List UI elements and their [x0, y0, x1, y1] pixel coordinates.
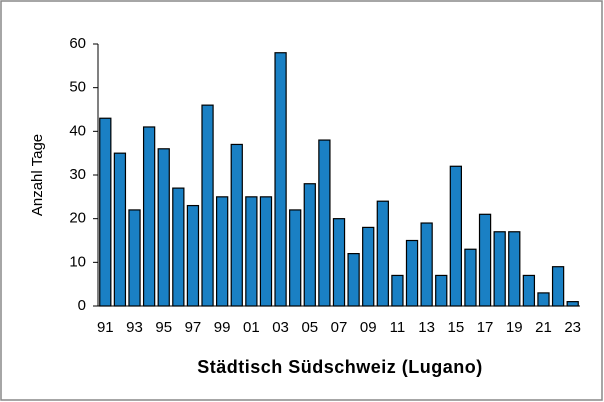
y-tick-label: 30 [69, 166, 86, 183]
x-tick-label: 19 [506, 319, 523, 336]
bar [230, 143, 243, 307]
x-tick-label: 93 [126, 319, 143, 336]
bar [259, 196, 273, 307]
bar [420, 222, 433, 307]
bar [551, 266, 565, 307]
x-tick-label: 03 [272, 319, 289, 336]
x-tick-label: 15 [448, 319, 465, 336]
bar [362, 226, 375, 307]
bar [274, 52, 287, 307]
bar [566, 301, 579, 307]
bar [99, 117, 112, 307]
bar [142, 126, 156, 307]
y-tick-label: 0 [78, 297, 86, 314]
bar [245, 196, 258, 307]
x-tick-label: 23 [564, 319, 581, 336]
bar [522, 274, 536, 307]
y-tick-label: 60 [69, 35, 86, 52]
bar [128, 209, 141, 307]
x-tick-label: 01 [243, 319, 260, 336]
x-tick-label: 09 [360, 319, 377, 336]
bar [201, 104, 214, 307]
bar [478, 213, 492, 307]
x-tick-label: 05 [301, 319, 318, 336]
bar [186, 204, 200, 307]
x-tick-label: 95 [155, 319, 172, 336]
x-tick-label: 97 [185, 319, 202, 336]
x-tick-label: 91 [97, 319, 114, 336]
bar [508, 231, 521, 307]
bar [449, 165, 462, 307]
bar [303, 183, 316, 307]
y-tick-label: 50 [69, 79, 86, 96]
chart-title: Städtisch Südschweiz (Lugano) [197, 357, 483, 377]
bar [347, 253, 360, 307]
x-tick-label: 21 [535, 319, 552, 336]
bar [435, 274, 448, 307]
y-tick-label: 20 [69, 210, 86, 227]
bar [172, 187, 185, 307]
bar [493, 231, 506, 307]
x-tick-label: 13 [418, 319, 435, 336]
x-tick-label: 07 [331, 319, 348, 336]
bar [216, 196, 229, 307]
y-tick-label: 40 [69, 122, 86, 139]
bar [464, 248, 477, 307]
bar [289, 209, 302, 307]
x-tick-label: 17 [477, 319, 494, 336]
y-axis-label: Anzahl Tage [29, 134, 46, 216]
bar [332, 218, 346, 307]
x-tick-label: 11 [390, 319, 406, 336]
x-tick-label: 99 [214, 319, 231, 336]
bar [405, 239, 419, 307]
bar [157, 148, 170, 307]
bar [113, 152, 127, 307]
bar [391, 274, 404, 307]
bar [376, 200, 389, 307]
y-tick-label: 10 [69, 253, 86, 270]
bar [318, 139, 331, 307]
bar [537, 292, 550, 307]
